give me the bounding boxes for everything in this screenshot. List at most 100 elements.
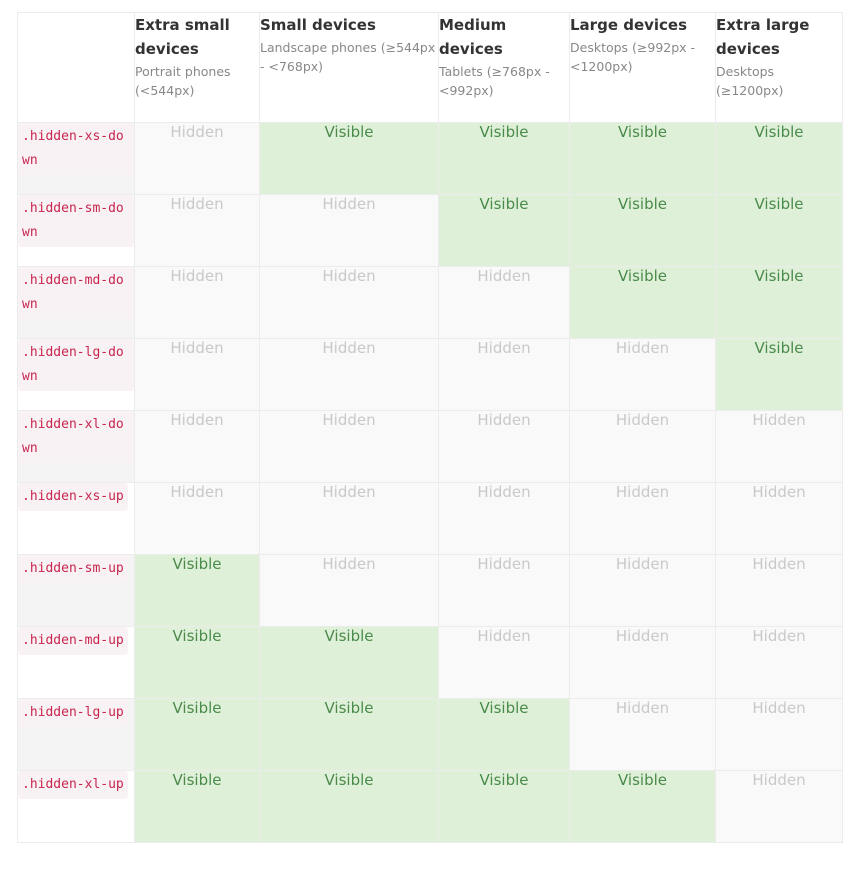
hidden-cell: Hidden: [569, 410, 716, 483]
visible-cell: Visible: [569, 266, 716, 339]
hidden-cell: Hidden: [259, 338, 439, 411]
table-row: .hidden-md-down Hidden Hidden Hidden Visible…: [17, 266, 843, 339]
hidden-cell: Hidden: [569, 338, 716, 411]
column-subtitle: Landscape phones (≥544px - <768px): [260, 40, 436, 74]
hidden-cell: Hidden: [715, 554, 843, 627]
column-title: Extra large devices: [716, 16, 810, 58]
header-corner: [17, 12, 135, 123]
visible-cell: Visible: [569, 122, 716, 195]
hidden-cell: Hidden: [569, 482, 716, 555]
table-row: .hidden-xs-up Hidden Hidden Hidden Hidden Hid…: [17, 482, 843, 555]
class-name-code: .hidden-sm-down: [18, 195, 134, 247]
class-name-code: .hidden-xl-up: [18, 771, 128, 799]
row-class-cell: .hidden-xs-up: [17, 482, 135, 555]
row-class-cell: .hidden-xl-down: [17, 410, 135, 483]
hidden-cell: Hidden: [259, 194, 439, 267]
table-row: .hidden-sm-down Hidden Hidden Visible Visibl…: [17, 194, 843, 267]
header-xl: Extra large devices Desktops (≥1200px): [715, 12, 843, 123]
hidden-cell: Hidden: [715, 482, 843, 555]
hidden-cell: Hidden: [438, 338, 570, 411]
hidden-cell: Hidden: [569, 698, 716, 771]
column-subtitle: Tablets (≥768px - <992px): [439, 64, 550, 98]
visible-cell: Visible: [715, 122, 843, 195]
hidden-cell: Hidden: [259, 554, 439, 627]
header-xs: Extra small devices Portrait phones (<54…: [134, 12, 260, 123]
row-class-cell: .hidden-sm-up: [17, 554, 135, 627]
column-subtitle: Portrait phones (<544px): [135, 64, 231, 98]
class-name-code: .hidden-lg-up: [18, 699, 128, 727]
hidden-cell: Hidden: [259, 266, 439, 339]
header-lg: Large devices Desktops (≥992px - <1200px…: [569, 12, 716, 123]
visible-cell: Visible: [715, 266, 843, 339]
visible-cell: Visible: [259, 698, 439, 771]
visible-cell: Visible: [134, 554, 260, 627]
row-class-cell: .hidden-lg-up: [17, 698, 135, 771]
hidden-cell: Hidden: [259, 410, 439, 483]
hidden-cell: Hidden: [134, 410, 260, 483]
table-body: .hidden-xs-down Hidden Visible Visible Visib…: [17, 122, 843, 843]
hidden-cell: Hidden: [715, 626, 843, 699]
column-title: Medium devices: [439, 16, 507, 58]
row-class-cell: .hidden-md-down: [17, 266, 135, 339]
table-header: Extra small devices Portrait phones (<54…: [17, 12, 843, 123]
class-name-code: .hidden-md-down: [18, 267, 134, 319]
responsive-utilities-table: Extra small devices Portrait phones (<54…: [17, 12, 843, 843]
class-name-code: .hidden-xl-down: [18, 411, 134, 463]
hidden-cell: Hidden: [134, 122, 260, 195]
table-row: .hidden-lg-up Visible Visible Visible Hidden…: [17, 698, 843, 771]
hidden-cell: Hidden: [715, 410, 843, 483]
column-title: Small devices: [260, 16, 376, 34]
visible-cell: Visible: [259, 626, 439, 699]
header-sm: Small devices Landscape phones (≥544px -…: [259, 12, 439, 123]
column-subtitle: Desktops (≥992px - <1200px): [570, 40, 696, 74]
visible-cell: Visible: [438, 698, 570, 771]
row-class-cell: .hidden-md-up: [17, 626, 135, 699]
visible-cell: Visible: [134, 698, 260, 771]
hidden-cell: Hidden: [134, 482, 260, 555]
visible-cell: Visible: [438, 770, 570, 843]
hidden-cell: Hidden: [438, 266, 570, 339]
table-row: .hidden-xl-down Hidden Hidden Hidden Hidden H…: [17, 410, 843, 483]
visible-cell: Visible: [438, 122, 570, 195]
hidden-cell: Hidden: [438, 626, 570, 699]
header-md: Medium devices Tablets (≥768px - <992px): [438, 12, 570, 123]
class-name-code: .hidden-md-up: [18, 627, 128, 655]
row-class-cell: .hidden-xs-down: [17, 122, 135, 195]
column-subtitle: Desktops (≥1200px): [716, 64, 784, 98]
visible-cell: Visible: [569, 194, 716, 267]
hidden-cell: Hidden: [438, 554, 570, 627]
hidden-cell: Hidden: [134, 194, 260, 267]
visible-cell: Visible: [438, 194, 570, 267]
hidden-cell: Hidden: [259, 482, 439, 555]
row-class-cell: .hidden-xl-up: [17, 770, 135, 843]
row-class-cell: .hidden-lg-down: [17, 338, 135, 411]
visible-cell: Visible: [715, 338, 843, 411]
visible-cell: Visible: [259, 122, 439, 195]
table-row: .hidden-xl-up Visible Visible Visible Visibl…: [17, 770, 843, 843]
visible-cell: Visible: [569, 770, 716, 843]
table-row: .hidden-sm-up Visible Hidden Hidden Hidden Hi…: [17, 554, 843, 627]
table-row: .hidden-md-up Visible Visible Hidden Hidden H…: [17, 626, 843, 699]
hidden-cell: Hidden: [134, 266, 260, 339]
table-row: .hidden-lg-down Hidden Hidden Hidden Hidden V…: [17, 338, 843, 411]
hidden-cell: Hidden: [438, 482, 570, 555]
class-name-code: .hidden-sm-up: [18, 555, 128, 583]
hidden-cell: Hidden: [569, 554, 716, 627]
visible-cell: Visible: [259, 770, 439, 843]
table-row: .hidden-xs-down Hidden Visible Visible Visib…: [17, 122, 843, 195]
class-name-code: .hidden-lg-down: [18, 339, 134, 391]
column-title: Large devices: [570, 16, 688, 34]
hidden-cell: Hidden: [715, 698, 843, 771]
class-name-code: .hidden-xs-up: [18, 483, 128, 511]
visible-cell: Visible: [715, 194, 843, 267]
column-title: Extra small devices: [135, 16, 230, 58]
class-name-code: .hidden-xs-down: [18, 123, 134, 175]
hidden-cell: Hidden: [134, 338, 260, 411]
visible-cell: Visible: [134, 770, 260, 843]
row-class-cell: .hidden-sm-down: [17, 194, 135, 267]
hidden-cell: Hidden: [438, 410, 570, 483]
hidden-cell: Hidden: [715, 770, 843, 843]
visible-cell: Visible: [134, 626, 260, 699]
hidden-cell: Hidden: [569, 626, 716, 699]
header-row: Extra small devices Portrait phones (<54…: [17, 12, 843, 123]
